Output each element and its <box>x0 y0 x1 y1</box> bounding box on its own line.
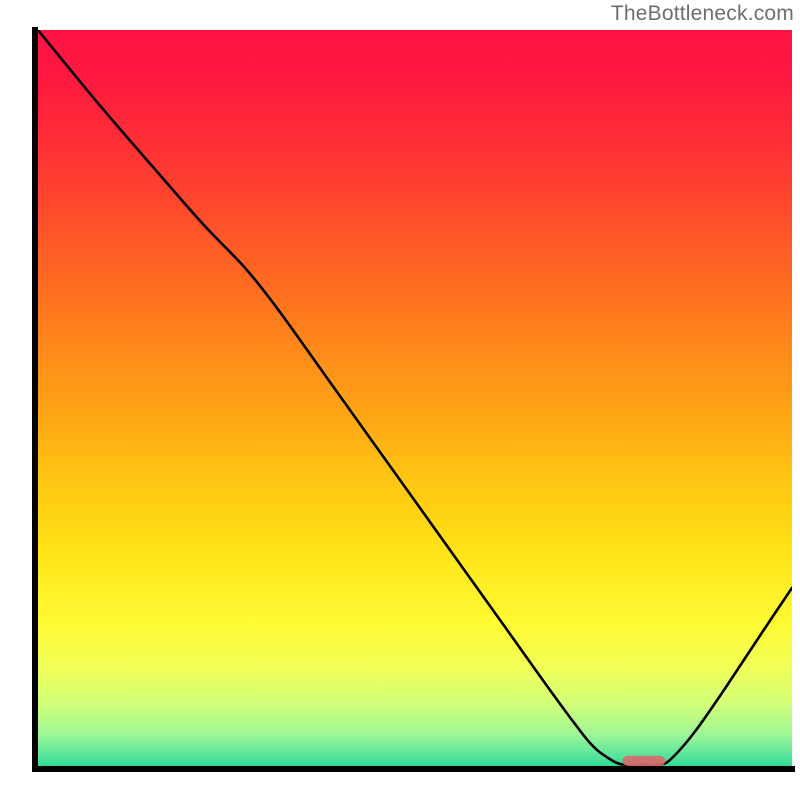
chart-container: TheBottleneck.com <box>0 0 800 800</box>
gradient-background <box>32 30 792 772</box>
optimal-marker <box>622 756 665 766</box>
bottleneck-chart <box>0 0 800 800</box>
watermark-text: TheBottleneck.com <box>611 2 794 26</box>
